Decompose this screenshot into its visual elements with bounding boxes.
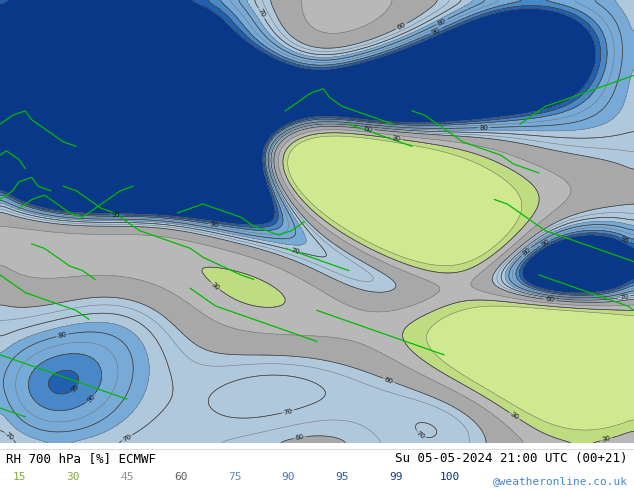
- Text: 80: 80: [437, 17, 448, 26]
- Text: 95: 95: [619, 235, 630, 245]
- Text: 95: 95: [70, 383, 81, 393]
- Text: @weatheronline.co.uk: @weatheronline.co.uk: [493, 476, 628, 486]
- Text: 95: 95: [335, 471, 349, 482]
- Text: 70: 70: [4, 431, 15, 441]
- Text: 90: 90: [430, 26, 441, 36]
- Text: 90: 90: [86, 393, 96, 403]
- Text: 99: 99: [389, 471, 403, 482]
- Text: 60: 60: [545, 296, 555, 303]
- Text: 60: 60: [364, 125, 373, 132]
- Text: 80: 80: [479, 124, 489, 131]
- Text: 70: 70: [619, 293, 630, 300]
- Text: 30: 30: [509, 411, 520, 421]
- Text: RH 700 hPa [%] ECMWF: RH 700 hPa [%] ECMWF: [6, 452, 157, 465]
- Text: 30: 30: [66, 471, 80, 482]
- Text: 75: 75: [228, 471, 242, 482]
- Text: 70: 70: [283, 408, 293, 416]
- Text: 30: 30: [210, 281, 221, 292]
- Text: 90: 90: [540, 238, 550, 248]
- Text: 70: 70: [122, 433, 133, 442]
- Text: 90: 90: [210, 221, 219, 228]
- Text: 15: 15: [12, 471, 26, 482]
- Text: 60: 60: [174, 471, 188, 482]
- Text: 100: 100: [440, 471, 460, 482]
- Text: 70: 70: [415, 430, 426, 440]
- Text: 30: 30: [601, 435, 611, 443]
- Text: 60: 60: [295, 434, 305, 441]
- Text: 30: 30: [392, 135, 401, 143]
- Text: Su 05-05-2024 21:00 UTC (00+21): Su 05-05-2024 21:00 UTC (00+21): [395, 452, 628, 465]
- Text: 45: 45: [120, 471, 134, 482]
- Text: 80: 80: [57, 331, 67, 339]
- Text: 80: 80: [521, 246, 532, 257]
- Text: 60: 60: [396, 22, 407, 31]
- Text: 60: 60: [384, 376, 394, 385]
- Text: 90: 90: [281, 471, 295, 482]
- Text: 70: 70: [257, 8, 266, 19]
- Text: 95: 95: [111, 212, 120, 218]
- Text: 70: 70: [290, 247, 300, 255]
